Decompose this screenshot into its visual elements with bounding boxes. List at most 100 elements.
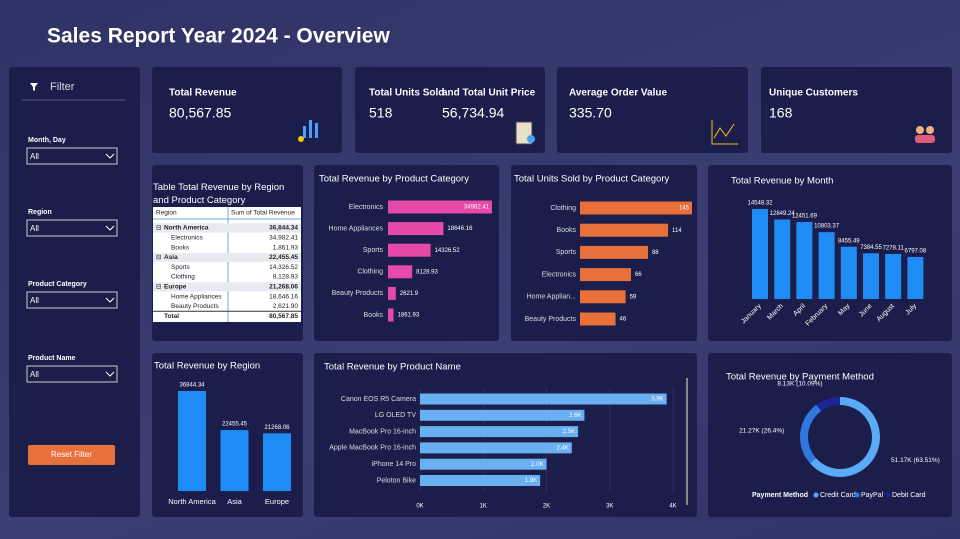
category-label: Electronics bbox=[542, 271, 577, 278]
kpi-title: Total Units Sold bbox=[369, 88, 444, 99]
data-label: 36844.34 bbox=[179, 383, 205, 389]
kpi-icon bbox=[711, 120, 738, 145]
row-bg bbox=[153, 282, 301, 292]
data-label: 14326.52 bbox=[435, 248, 461, 254]
x-tick-label: 1K bbox=[480, 504, 487, 510]
category-label: Canon EOS R5 Camera bbox=[341, 396, 416, 403]
filter-value: All bbox=[30, 224, 39, 233]
column-header: Region bbox=[156, 210, 177, 217]
chart-title: Total Units Sold by Product Category bbox=[514, 174, 669, 185]
bar bbox=[420, 442, 572, 454]
row-value: 34,982.41 bbox=[269, 235, 298, 242]
kpi-icon bbox=[515, 121, 535, 145]
filter-value: All bbox=[30, 152, 39, 161]
bar bbox=[580, 312, 616, 326]
bar bbox=[774, 219, 791, 299]
dropdown[interactable] bbox=[26, 219, 118, 237]
category-label: Peloton Bike bbox=[377, 477, 416, 484]
filter-month[interactable]: Month, Day All bbox=[26, 137, 118, 165]
kpi-title: Average Order Value bbox=[569, 88, 667, 99]
kpi-card bbox=[355, 67, 545, 153]
chart-title: Total Revenue by Product Name bbox=[324, 362, 461, 373]
data-label: 2.5K bbox=[563, 429, 575, 435]
legend-label: Credit Card bbox=[820, 492, 856, 499]
reset-button[interactable] bbox=[28, 445, 115, 465]
x-tick-label: 2K bbox=[543, 504, 550, 510]
legend-swatch bbox=[854, 492, 860, 498]
bar bbox=[885, 253, 902, 299]
filter-region[interactable]: Region All bbox=[26, 209, 118, 237]
filter-icon bbox=[30, 83, 38, 91]
data-label: 1.9K bbox=[525, 478, 537, 484]
row-bg bbox=[153, 223, 301, 233]
category-label: Books bbox=[557, 227, 577, 234]
donut-slice bbox=[809, 397, 880, 478]
dropdown[interactable] bbox=[26, 365, 118, 383]
data-label: 7278.11 bbox=[883, 246, 905, 252]
legend-title: Payment Method bbox=[752, 492, 808, 499]
filter-product[interactable]: Product Name All bbox=[26, 355, 118, 383]
chevron bbox=[105, 371, 115, 377]
filter-value: All bbox=[30, 370, 39, 379]
reset-label: Reset Filter bbox=[51, 450, 92, 459]
data-label: 7384.55 bbox=[860, 245, 882, 251]
kpi-icon bbox=[298, 120, 318, 142]
data-label: 2.4K bbox=[556, 445, 568, 451]
kpi-card bbox=[761, 67, 952, 153]
bar bbox=[818, 232, 835, 299]
dropdown[interactable] bbox=[26, 147, 118, 165]
category-label: Beauty Products bbox=[332, 290, 384, 297]
row-name: Books bbox=[171, 244, 190, 251]
collapse-icon: ⊟ bbox=[156, 225, 162, 232]
row-name: Home Appliances bbox=[171, 293, 222, 300]
legend-label: PayPal bbox=[861, 492, 884, 499]
bar bbox=[863, 253, 879, 299]
x-tick-label: 0K bbox=[416, 504, 423, 510]
dropdown[interactable] bbox=[26, 291, 118, 309]
chart-title: Total Revenue by Product Category bbox=[319, 174, 469, 185]
bar bbox=[420, 458, 547, 470]
group-name: Europe bbox=[164, 284, 187, 291]
bar bbox=[420, 475, 541, 486]
filter-category[interactable]: Product Category All bbox=[26, 281, 118, 309]
row-value: 8,128.93 bbox=[273, 274, 299, 281]
bar bbox=[580, 223, 669, 237]
x-tick-label: Europe bbox=[265, 497, 289, 506]
data-label: 22455.45 bbox=[222, 422, 248, 428]
filter-label: Product Category bbox=[28, 281, 87, 288]
kpi-value: 518 bbox=[369, 105, 393, 121]
bar bbox=[580, 201, 692, 215]
donut-slice bbox=[800, 404, 822, 464]
category-label: MacBook Pro 16-inch bbox=[349, 428, 416, 435]
data-label: 8.13K (10.09%) bbox=[777, 381, 822, 388]
data-label: 114 bbox=[672, 228, 682, 234]
data-label: 6797.08 bbox=[905, 249, 927, 255]
collapse-icon: ⊟ bbox=[156, 284, 162, 291]
chart-card bbox=[708, 353, 952, 517]
x-tick-label: North America bbox=[168, 497, 216, 506]
data-label: 14548.32 bbox=[747, 201, 773, 207]
bar bbox=[580, 268, 631, 282]
bar bbox=[580, 245, 648, 259]
data-label: 3.9K bbox=[651, 397, 663, 403]
data-label: 18646.16 bbox=[447, 226, 473, 232]
kpi-title: and Total Unit Price bbox=[442, 88, 536, 99]
bar bbox=[420, 393, 667, 405]
bar bbox=[388, 222, 444, 236]
category-label: Apple MacBook Pro 16-inch bbox=[329, 445, 416, 452]
data-label: 34982.41 bbox=[464, 205, 490, 211]
kpi-value: 335.70 bbox=[569, 105, 612, 121]
bar bbox=[178, 391, 206, 491]
bar bbox=[580, 290, 626, 304]
row-value: 18,646.16 bbox=[269, 293, 298, 300]
kpi-value: 168 bbox=[769, 105, 793, 121]
group-value: 22,455.45 bbox=[269, 254, 298, 261]
data-label: 2621.9 bbox=[400, 291, 419, 297]
data-label: 66 bbox=[635, 272, 642, 278]
kpi-value: 56,734.94 bbox=[442, 105, 504, 121]
bar bbox=[388, 243, 431, 257]
category-label: Electronics bbox=[349, 204, 384, 211]
x-tick-label: 4K bbox=[669, 504, 676, 510]
bar bbox=[388, 308, 394, 322]
